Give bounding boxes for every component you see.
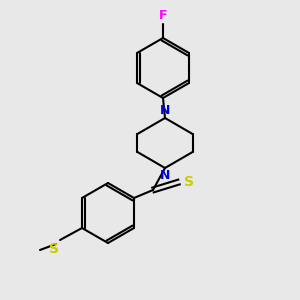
Text: S: S <box>184 175 194 189</box>
Text: S: S <box>49 242 59 256</box>
Text: N: N <box>160 169 170 182</box>
Text: F: F <box>159 9 167 22</box>
Text: N: N <box>160 104 170 117</box>
